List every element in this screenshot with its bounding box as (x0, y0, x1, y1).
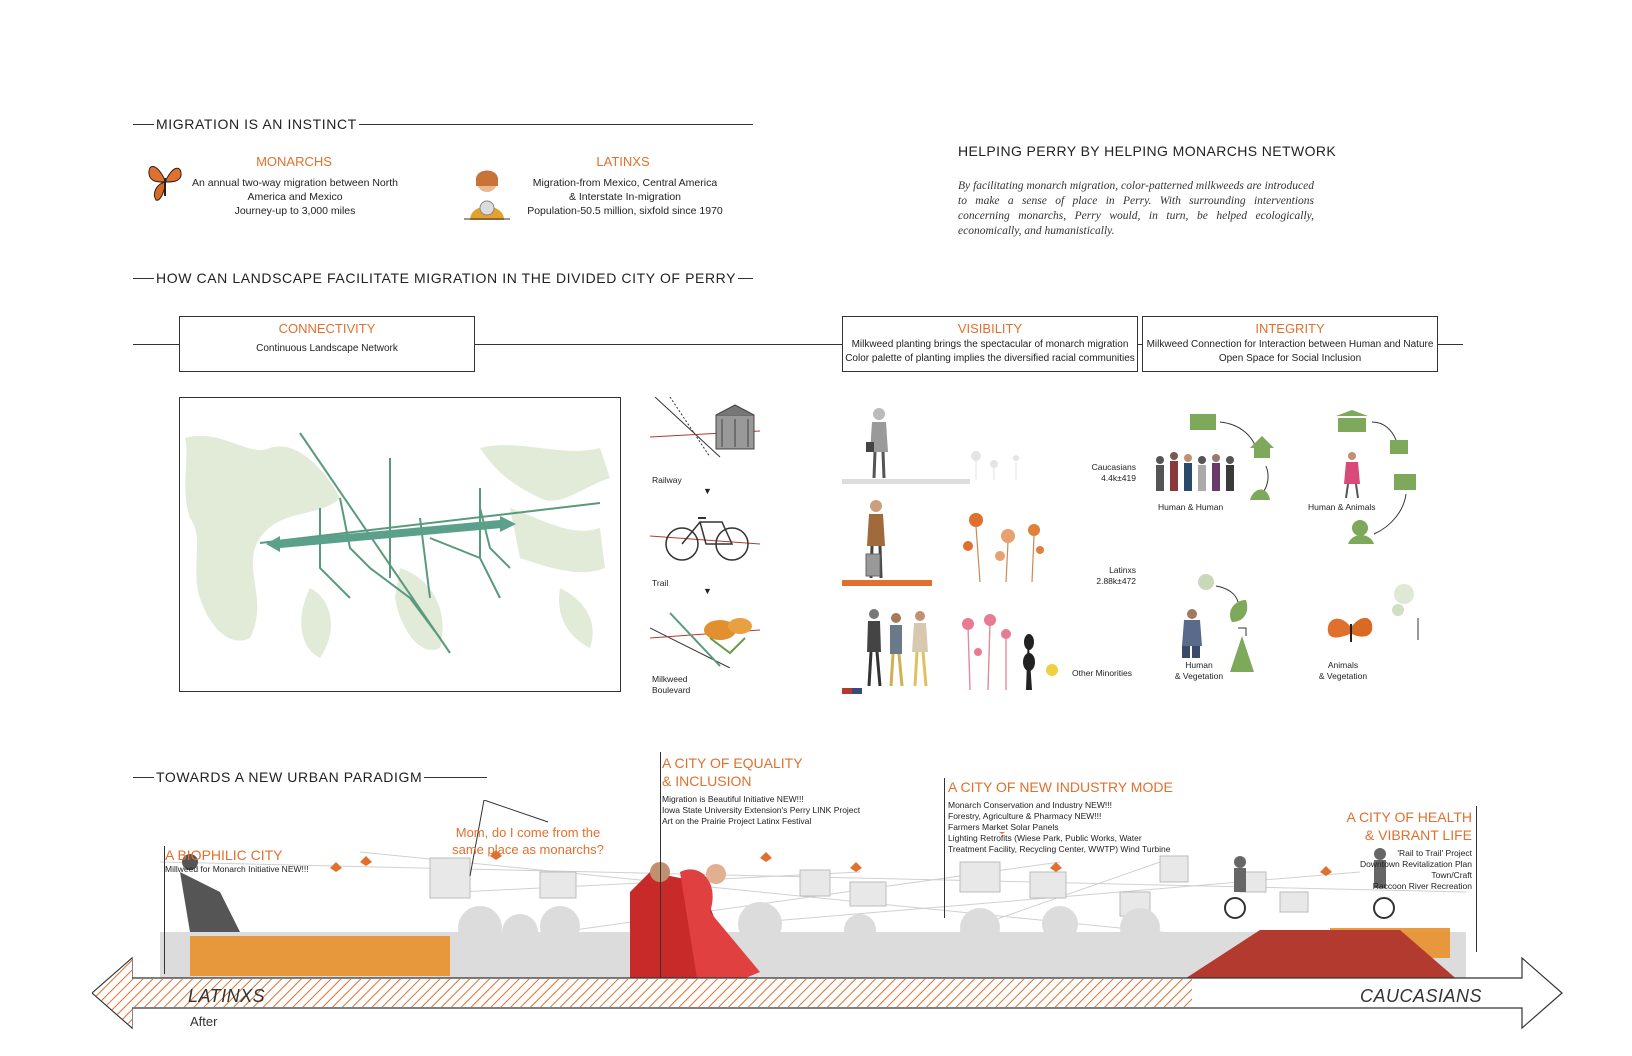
milkweed-label: Boulevard (652, 685, 691, 695)
visibility-title: VISIBILITY (957, 321, 1023, 336)
heading-question: HOW CAN LANDSCAPE FACILITATE MIGRATION I… (154, 270, 739, 286)
caucasian-ground-bar (842, 479, 970, 484)
monarchs-line: An annual two-way migration between Nort… (191, 177, 399, 189)
integrity-title: INTEGRITY (1255, 321, 1325, 336)
monarchs-line: America and Mexico (247, 191, 343, 203)
heading-paradigm: TOWARDS A NEW URBAN PARADIGM (154, 769, 425, 785)
minority-ground-bar (842, 688, 862, 694)
industry-item: Lighting Retrofits (Wiese Park, Public W… (948, 833, 1142, 843)
trail-label: Trail (652, 578, 669, 588)
group-walking-icon (867, 609, 928, 687)
equality-item: Migration is Beautiful Initiative NEW!!! (662, 794, 804, 804)
network-text: By facilitating monarch migration, color… (958, 180, 1314, 237)
caucasians-axis-label: CAUCASIANS (1360, 986, 1483, 1006)
child-portrait-icon (464, 170, 510, 220)
city-network-map (179, 397, 621, 692)
health-title: & VIBRANT LIFE (1364, 827, 1472, 843)
milkweed-label: Milkweed (652, 674, 688, 684)
latinxs-line: Migration-from Mexico, Central America (532, 177, 718, 189)
animals-vegetation-label: & Vegetation (1318, 671, 1368, 681)
health-item: Raccoon River Recreation (1372, 881, 1472, 891)
human-human-diagram (1156, 414, 1274, 500)
integrity-text: Open Space for Social Inclusion (1218, 353, 1362, 364)
milkweed-boulevard-icon (650, 612, 760, 668)
equality-item: Art on the Prairie Project Latinx Festiv… (662, 816, 812, 826)
human-vegetation-label: Human (1185, 660, 1213, 670)
after-label: After (190, 1014, 218, 1029)
latinxs-title: LATINXS (596, 154, 650, 169)
pink-flowers-icon (962, 614, 1058, 690)
latinxs-line: & Interstate In-migration (568, 191, 682, 203)
health-item: Town/Craft (1431, 870, 1472, 880)
quote-line: Mom, do I come from the (455, 825, 601, 840)
connectivity-title: CONNECTIVITY (278, 321, 376, 336)
biophilic-item: Millweed for Monarch Initiative NEW!!! (165, 864, 309, 874)
latinxs-pop-value: 2.88k±472 (1096, 576, 1136, 586)
animals-vegetation-diagram (1327, 584, 1419, 642)
butterfly-icon (148, 166, 182, 201)
bicycle-icon (650, 517, 760, 561)
orange-flowers-icon (963, 513, 1044, 582)
equality-item: Iowa State University Extension's Perry … (662, 805, 861, 815)
industry-item: Farmers Market Solar Panels (948, 822, 1059, 832)
integrity-text: Milkweed Connection for Interaction betw… (1146, 339, 1434, 350)
person-figure-icon (866, 408, 888, 478)
minorities-label: Other Minorities (1072, 668, 1132, 678)
industry-title: A CITY OF NEW INDUSTRY MODE (948, 779, 1173, 795)
human-vegetation-diagram (1182, 574, 1254, 672)
down-arrow-icon: ▼ (703, 586, 712, 596)
human-animals-diagram (1336, 410, 1416, 544)
visibility-text: Milkweed planting brings the spectacular… (851, 339, 1129, 350)
person-suitcase-icon (865, 500, 885, 579)
caucasians-value: 4.4k±419 (1101, 473, 1136, 483)
faded-flowers-icon (971, 451, 1019, 480)
health-item: 'Rail to Trail' Project (1397, 848, 1472, 858)
integrity-box: INTEGRITY Milkweed Connection for Intera… (1142, 316, 1438, 372)
industry-item: Monarch Conservation and Industry NEW!!! (948, 800, 1112, 810)
railway-icon (650, 397, 760, 458)
human-vegetation-label: & Vegetation (1174, 671, 1224, 681)
industry-item: Forestry, Agriculture & Pharmacy NEW!!! (948, 811, 1102, 821)
down-arrow-icon: ▼ (703, 486, 712, 496)
visibility-text: Color palette of planting implies the di… (845, 353, 1135, 364)
latinx-ground-bar (842, 580, 932, 586)
caucasians-label: Caucasians (1091, 462, 1136, 472)
connectivity-text: Continuous Landscape Network (256, 343, 398, 354)
health-item: Downtown Revitalization Plan (1360, 859, 1472, 869)
equality-title: A CITY OF EQUALITY (662, 755, 803, 771)
heading-instinct: MIGRATION IS AN INSTINCT (154, 116, 359, 132)
railway-label: Railway (652, 475, 682, 485)
health-title: A CITY OF HEALTH (1346, 809, 1472, 825)
quote-line: same place as monarchs? (452, 842, 604, 857)
human-human-label: Human & Human (1158, 502, 1224, 512)
latinxs-line: Population-50.5 million, sixfold since 1… (527, 205, 723, 217)
biophilic-title: A BIOPHILIC CITY (165, 847, 283, 863)
human-animals-label: Human & Animals (1308, 502, 1376, 512)
timeline-arrow (92, 956, 1563, 1030)
equality-title: & INCLUSION (662, 773, 752, 789)
latinxs-axis-label: LATINXS (188, 986, 266, 1006)
connectivity-box: CONNECTIVITY Continuous Landscape Networ… (179, 316, 475, 372)
industry-item: Treatment Facility, Recycling Center, WW… (948, 844, 1171, 854)
monarchs-title: MONARCHS (256, 154, 332, 169)
monarchs-line: Journey-up to 3,000 miles (234, 205, 356, 217)
latinxs-pop-label: Latinxs (1109, 565, 1136, 575)
visibility-box: VISIBILITY Milkweed planting brings the … (842, 316, 1138, 372)
animals-vegetation-label: Animals (1327, 660, 1359, 670)
speech-lines (469, 800, 549, 877)
network-title: HELPING PERRY BY HELPING MONARCHS NETWOR… (958, 143, 1337, 159)
